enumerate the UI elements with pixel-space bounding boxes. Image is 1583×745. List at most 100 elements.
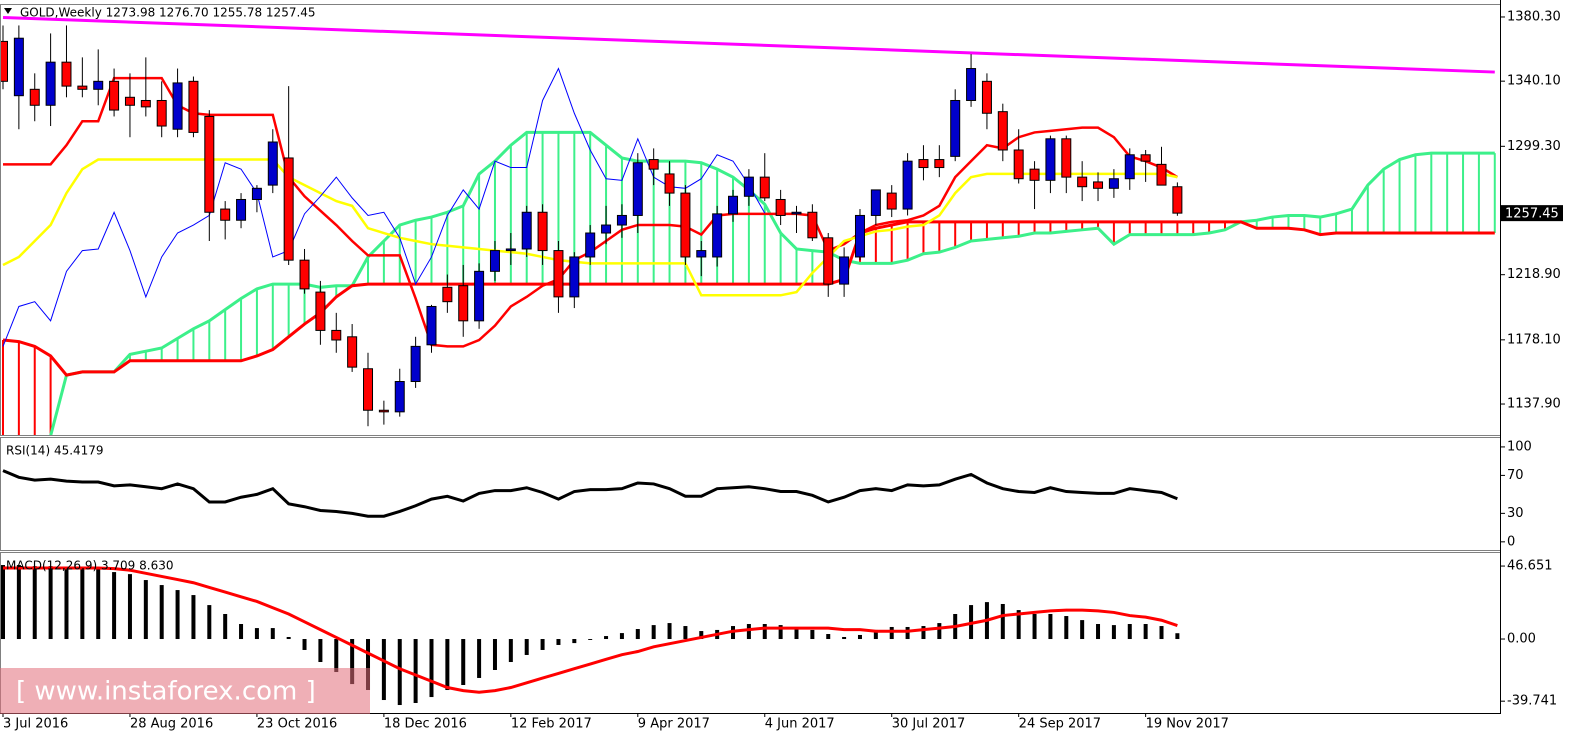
macd-bar	[80, 567, 85, 640]
candle-body	[394, 381, 405, 413]
macd-bar	[842, 636, 847, 640]
header-marker	[4, 8, 12, 14]
candle-body	[759, 176, 770, 199]
candle-body	[489, 250, 500, 272]
candle-body	[347, 336, 358, 368]
candle-body	[363, 368, 374, 411]
macd-bar	[508, 639, 513, 663]
y-tick-label: 0.00	[1507, 632, 1536, 647]
macd-bar	[366, 639, 371, 691]
macd-bar	[873, 629, 878, 640]
panel	[1, 15, 1496, 435]
candle-body	[1140, 154, 1151, 162]
candle-body	[156, 99, 167, 127]
candle-body	[839, 256, 850, 285]
candle-body	[442, 286, 453, 303]
macd-bar	[223, 613, 228, 640]
macd-bar	[96, 568, 101, 640]
candle-body	[1108, 178, 1119, 189]
macd-bar	[254, 628, 259, 640]
candle-body	[458, 285, 469, 322]
macd-bar	[667, 623, 672, 640]
y-tick-label: 1218.90	[1507, 267, 1561, 282]
macd-bar	[1143, 624, 1148, 640]
candle-body	[537, 211, 548, 252]
candle-body	[743, 176, 754, 197]
y-tick-label: 1178.10	[1507, 332, 1561, 347]
candle-body	[29, 88, 40, 106]
candle-body	[1045, 138, 1056, 181]
y-tick-label: 1380.30	[1507, 9, 1561, 24]
candle-body	[13, 37, 24, 97]
y-tick-label: 100	[1507, 439, 1532, 454]
y-tick-label: 46.651	[1507, 559, 1553, 574]
macd-bar	[112, 572, 117, 640]
candle-body	[45, 61, 56, 106]
candle-body	[934, 159, 945, 169]
candle-body	[410, 345, 421, 383]
macd-bar	[1111, 625, 1116, 640]
watermark-box	[0, 668, 370, 714]
candle-body	[648, 159, 659, 170]
candle-body	[632, 162, 643, 216]
candle-body	[997, 111, 1008, 151]
watermark: [ www.instaforex.com ]	[16, 677, 316, 707]
macd-bar	[492, 639, 497, 670]
candle-body	[680, 192, 691, 258]
macd-bar	[826, 634, 831, 640]
chart-title: RSI(14) 45.4179	[6, 444, 104, 458]
candle-body	[109, 80, 120, 111]
x-tick-label: 24 Sep 2017	[1019, 717, 1101, 732]
candle-body	[315, 291, 326, 331]
macd-bar	[1080, 620, 1085, 640]
candle-body	[505, 248, 516, 252]
macd-bar	[889, 626, 894, 640]
macd-bar	[445, 639, 450, 691]
candle-body	[426, 305, 437, 346]
candle-body	[331, 329, 342, 341]
macd-bar	[556, 639, 561, 645]
macd-bar	[683, 626, 688, 640]
candle-body	[775, 198, 786, 216]
macd-bar	[794, 628, 799, 640]
candle-body	[553, 250, 564, 298]
candle-body	[1156, 163, 1167, 186]
candle-body	[1061, 138, 1072, 178]
last-price-label: 1257.45	[1505, 207, 1559, 222]
x-tick-label: 30 Jul 2017	[892, 717, 966, 732]
macd-bar	[175, 590, 180, 640]
chart-title: GOLD,Weekly 1273.98 1276.70 1255.78 1257…	[20, 6, 316, 20]
candle-body	[172, 82, 183, 130]
candle-body	[188, 80, 199, 133]
candle-body	[236, 198, 247, 221]
macd-bar	[651, 625, 656, 640]
macd-bar	[937, 623, 942, 640]
macd-bar	[270, 628, 275, 640]
candle-body	[251, 187, 262, 200]
candle-body	[823, 237, 834, 285]
indicator-line	[2, 67, 766, 347]
y-tick-label: 1137.90	[1507, 397, 1561, 412]
macd-bar	[857, 634, 862, 640]
candle-body	[1124, 154, 1135, 180]
macd-bar	[191, 595, 196, 640]
candle-body	[569, 256, 580, 298]
macd-bar	[1175, 633, 1180, 640]
candle-body	[966, 68, 977, 101]
macd-bar	[302, 639, 307, 650]
trendline	[2, 15, 1495, 74]
x-tick-label: 23 Oct 2016	[257, 717, 337, 732]
macd-bar	[572, 639, 577, 644]
macd-bar	[159, 585, 164, 640]
y-tick-label: 30	[1507, 506, 1524, 521]
macd-bar	[429, 639, 434, 698]
macd-bar	[334, 639, 339, 673]
x-tick-label: 28 Aug 2016	[130, 717, 213, 732]
candle-body	[981, 80, 992, 114]
macd-bar	[1096, 624, 1101, 640]
macd-bar	[286, 636, 291, 640]
macd-bar	[397, 639, 402, 706]
chart-title: MACD(12,26,9) 3.709 8.630	[6, 559, 173, 573]
